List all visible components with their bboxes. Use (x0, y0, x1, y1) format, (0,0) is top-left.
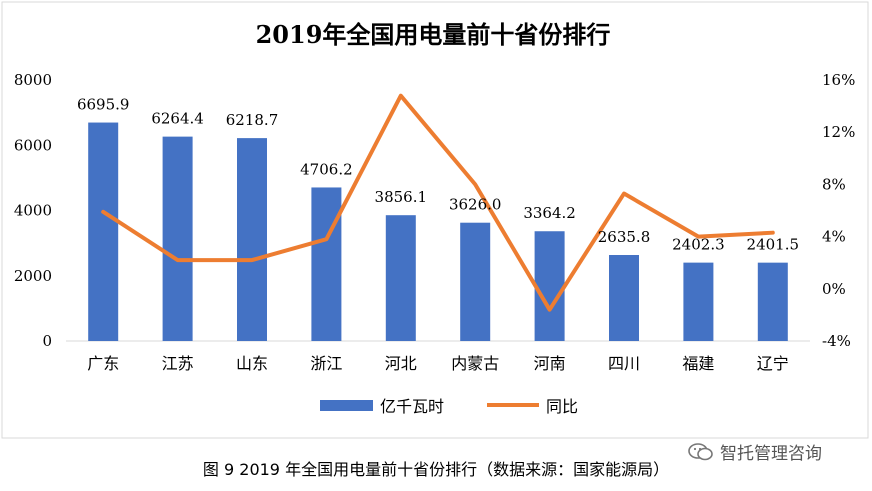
category-label: 广东 (87, 354, 119, 373)
bar (162, 136, 193, 341)
bar-series (88, 122, 788, 341)
right-tick-label: 0% (822, 280, 846, 298)
bar (460, 222, 491, 341)
bar-data-label: 2635.8 (598, 228, 651, 246)
left-tick-label: 0 (42, 332, 52, 350)
category-label: 四川 (608, 354, 640, 373)
bar (757, 262, 788, 341)
data-labels: 6695.9 6264.4 6218.7 4706.2 3856.1 3626.0 3364… (77, 96, 799, 254)
bar (534, 231, 565, 341)
wechat-icon (688, 442, 713, 460)
legend-bar-swatch (320, 400, 373, 411)
category-label: 内蒙古 (451, 354, 499, 373)
left-axis: 0 2000 4000 6000 8000 (14, 71, 52, 350)
category-label: 浙江 (310, 354, 342, 373)
bar (609, 255, 639, 341)
yoy-line (101, 93, 775, 312)
category-label: 辽宁 (757, 354, 789, 373)
watermark: 智托管理咨询 (688, 439, 822, 464)
right-tick-label: 4% (822, 228, 846, 246)
right-tick-label: 12% (822, 123, 855, 141)
legend: 亿千瓦时 同比 (320, 397, 578, 416)
left-tick-label: 8000 (14, 71, 52, 89)
bar (311, 187, 342, 341)
chart-title: 2019年全国用电量前十省份排行 (256, 20, 611, 49)
category-label: 山东 (236, 354, 268, 373)
watermark-text: 智托管理咨询 (720, 444, 822, 464)
right-tick-label: 16% (822, 71, 855, 89)
bar (237, 138, 267, 341)
legend-bar-label: 亿千瓦时 (380, 397, 444, 416)
bar-data-label: 4706.2 (300, 160, 353, 178)
chart-area (1, 1, 869, 439)
bar-data-label: 2402.3 (672, 236, 725, 254)
bar-data-label: 2401.5 (747, 236, 800, 254)
bar (88, 122, 119, 341)
bar-data-label: 3856.1 (375, 188, 428, 206)
bar (385, 215, 416, 341)
bar-data-label: 3364.2 (523, 204, 576, 222)
bar (683, 262, 714, 341)
bar-data-label: 6695.9 (77, 96, 130, 114)
right-tick-label: -4% (822, 332, 851, 350)
legend-line-label: 同比 (546, 397, 578, 416)
category-label: 江苏 (162, 354, 194, 373)
bar-data-label: 6264.4 (151, 110, 204, 128)
figure-caption: 图 9 2019 年全国用电量前十省份排行（数据来源：国家能源局） (202, 460, 670, 479)
category-labels: 广东 江苏 山东 浙江 河北 内蒙古 河南 四川 福建 辽宁 (87, 354, 789, 373)
category-label: 福建 (682, 354, 714, 373)
left-tick-label: 4000 (14, 202, 52, 220)
category-label: 河南 (534, 354, 566, 373)
left-tick-label: 2000 (14, 267, 52, 285)
right-axis: -4% 0% 4% 8% 12% 16% (822, 71, 855, 350)
bar-data-label: 6218.7 (226, 111, 279, 129)
bar-data-label: 3626.0 (449, 196, 502, 214)
right-tick-label: 8% (822, 175, 846, 193)
line-series (101, 93, 775, 312)
left-tick-label: 6000 (14, 136, 52, 154)
category-label: 河北 (385, 354, 417, 373)
